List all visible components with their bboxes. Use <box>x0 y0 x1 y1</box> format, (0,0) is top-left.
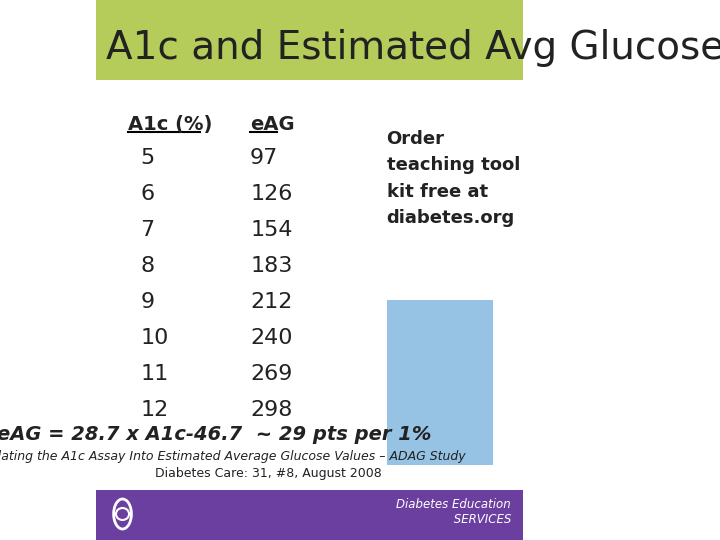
Text: 6: 6 <box>140 184 155 204</box>
Text: 269: 269 <box>250 364 292 384</box>
Text: 183: 183 <box>250 256 292 276</box>
Text: eAG: eAG <box>250 115 294 134</box>
Text: 7: 7 <box>140 220 155 240</box>
Text: Diabetes Care: 31, #8, August 2008: Diabetes Care: 31, #8, August 2008 <box>155 467 382 480</box>
FancyBboxPatch shape <box>96 490 523 540</box>
Text: 212: 212 <box>250 292 292 312</box>
Text: A1c (%): A1c (%) <box>128 115 213 134</box>
Text: 240: 240 <box>250 328 292 348</box>
FancyBboxPatch shape <box>96 0 523 80</box>
Text: A1c and Estimated Avg Glucose (eAG): A1c and Estimated Avg Glucose (eAG) <box>107 29 720 67</box>
FancyBboxPatch shape <box>387 300 493 465</box>
Text: 154: 154 <box>250 220 292 240</box>
Text: 12: 12 <box>140 400 168 420</box>
Text: eAG = 28.7 x A1c-46.7  ~ 29 pts per 1%: eAG = 28.7 x A1c-46.7 ~ 29 pts per 1% <box>0 425 432 444</box>
Text: Diabetes Education
         SERVICES: Diabetes Education SERVICES <box>397 498 511 526</box>
Text: 298: 298 <box>250 400 292 420</box>
Text: 11: 11 <box>140 364 168 384</box>
Text: 126: 126 <box>250 184 292 204</box>
Text: 9: 9 <box>140 292 155 312</box>
Text: Translating the A1c Assay Into Estimated Average Glucose Values – ADAG Study: Translating the A1c Assay Into Estimated… <box>0 450 465 463</box>
Text: 8: 8 <box>140 256 155 276</box>
Text: 5: 5 <box>140 148 155 168</box>
Text: 10: 10 <box>140 328 168 348</box>
Text: 97: 97 <box>250 148 279 168</box>
Text: Order
teaching tool
kit free at
diabetes.org: Order teaching tool kit free at diabetes… <box>387 130 520 227</box>
